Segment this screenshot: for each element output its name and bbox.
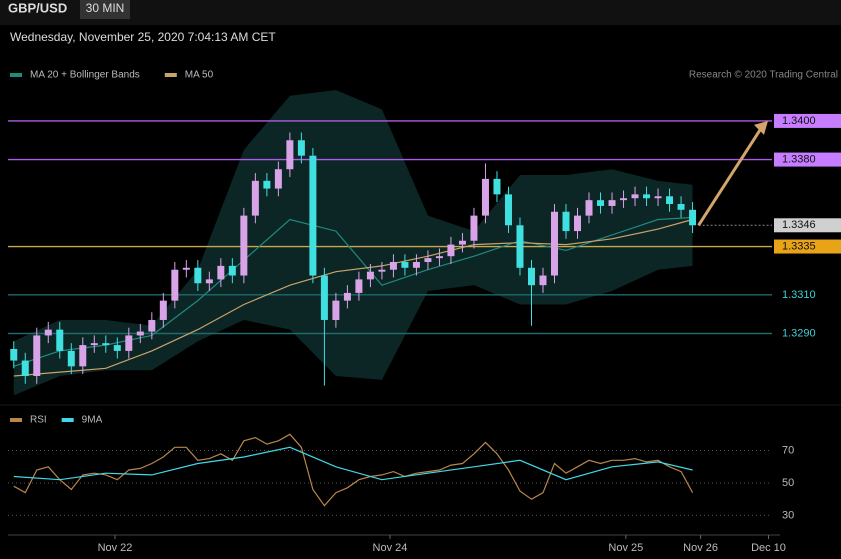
level-label-box	[774, 218, 841, 233]
candle-body	[286, 140, 294, 170]
candle-body	[182, 267, 190, 270]
interval: 30 MIN	[86, 1, 125, 15]
candle-body	[332, 300, 340, 320]
legend-label: RSI	[30, 415, 47, 426]
y-tick-label: 70	[782, 444, 794, 456]
bollinger-band	[13, 90, 693, 396]
candle-body	[136, 331, 144, 336]
candle-body	[79, 345, 87, 367]
candle-body	[320, 275, 328, 320]
candle-body	[412, 261, 420, 268]
legend-swatch	[164, 73, 177, 77]
y-tick-label: 30	[782, 509, 794, 521]
candle-body	[171, 269, 179, 301]
candle-body	[516, 225, 524, 268]
symbol: GBP/USD	[8, 0, 67, 15]
x-tick-label: Nov 25	[608, 542, 643, 554]
x-tick-label: Nov 22	[98, 542, 133, 554]
level-label-box	[774, 239, 841, 254]
candle-body	[194, 267, 202, 284]
x-tick-label: Dec 10	[751, 542, 786, 554]
x-tick-label: Nov 24	[373, 542, 408, 554]
level-label: 1.3346	[782, 219, 816, 231]
candle-body	[493, 178, 501, 195]
level-label-box	[774, 152, 841, 167]
candle-body	[44, 329, 52, 336]
candle-body	[550, 211, 558, 276]
candle-body	[539, 275, 547, 286]
candle-body	[21, 360, 29, 377]
candle-body	[608, 200, 616, 206]
candle-body	[504, 194, 512, 226]
candle-body	[309, 155, 317, 276]
candle-body	[205, 279, 213, 284]
candle-body	[631, 194, 639, 199]
candle-body	[274, 169, 282, 189]
candle-body	[125, 335, 133, 351]
legend-label: 9MA	[82, 415, 103, 426]
candle-body	[643, 194, 651, 199]
candle-body	[562, 211, 570, 232]
candle-body	[355, 279, 363, 293]
legend-swatch	[10, 418, 22, 422]
candle-body	[33, 335, 41, 377]
candle-body	[378, 269, 386, 272]
candle-body	[67, 350, 75, 367]
candle-body	[620, 198, 628, 201]
candle-body	[159, 300, 167, 320]
level-label: 1.3335	[782, 240, 816, 252]
candle-body	[240, 215, 248, 276]
candle-body	[458, 240, 466, 245]
candle-body	[666, 196, 674, 205]
candle-body	[677, 204, 685, 210]
indicator-line	[13, 446, 693, 481]
legend-swatch	[10, 73, 22, 77]
level-label: 1.3310	[782, 289, 816, 301]
candle-body	[401, 261, 409, 268]
candle-body	[102, 343, 110, 346]
candle-body	[148, 319, 156, 332]
candle-body	[217, 265, 225, 280]
candle-body	[447, 244, 455, 257]
candle-body	[251, 180, 259, 216]
candle-body	[263, 180, 271, 189]
credit: Research © 2020 Trading Central	[689, 70, 838, 81]
header-bar	[0, 0, 841, 25]
legend-label: MA 20 + Bollinger Bands	[30, 70, 140, 81]
projection-arrow	[697, 126, 764, 227]
indicator-line	[13, 433, 694, 507]
candle-body	[343, 292, 351, 301]
level-label-box	[774, 113, 841, 128]
candle-body	[228, 265, 236, 276]
level-label: 1.3400	[782, 115, 816, 127]
candle-body	[389, 261, 397, 270]
candle-body	[481, 178, 489, 216]
candle-body	[585, 200, 593, 216]
candle-body	[689, 209, 697, 226]
candle-body	[470, 215, 478, 241]
candle-body	[113, 345, 121, 351]
candle-body	[90, 343, 98, 346]
candle-body	[435, 256, 443, 259]
candle-body	[297, 140, 305, 156]
candle-body	[56, 329, 64, 351]
candle-body	[366, 271, 374, 280]
ma-line	[13, 218, 693, 377]
candle-body	[424, 258, 432, 262]
candle-body	[10, 348, 18, 361]
x-tick-label: Nov 26	[683, 542, 718, 554]
legend-swatch	[61, 418, 74, 422]
projection-arrowhead	[754, 120, 768, 135]
candle-body	[654, 196, 662, 199]
candle-body	[527, 267, 535, 286]
level-label: 1.3290	[782, 327, 816, 339]
candle-body	[597, 200, 605, 206]
interval-box	[80, 0, 130, 19]
candle-body	[574, 215, 582, 232]
level-label: 1.3380	[782, 153, 816, 165]
legend-label: MA 50	[185, 70, 214, 81]
subtitle: Wednesday, November 25, 2020 7:04:13 AM …	[10, 30, 276, 44]
y-tick-label: 50	[782, 477, 794, 489]
